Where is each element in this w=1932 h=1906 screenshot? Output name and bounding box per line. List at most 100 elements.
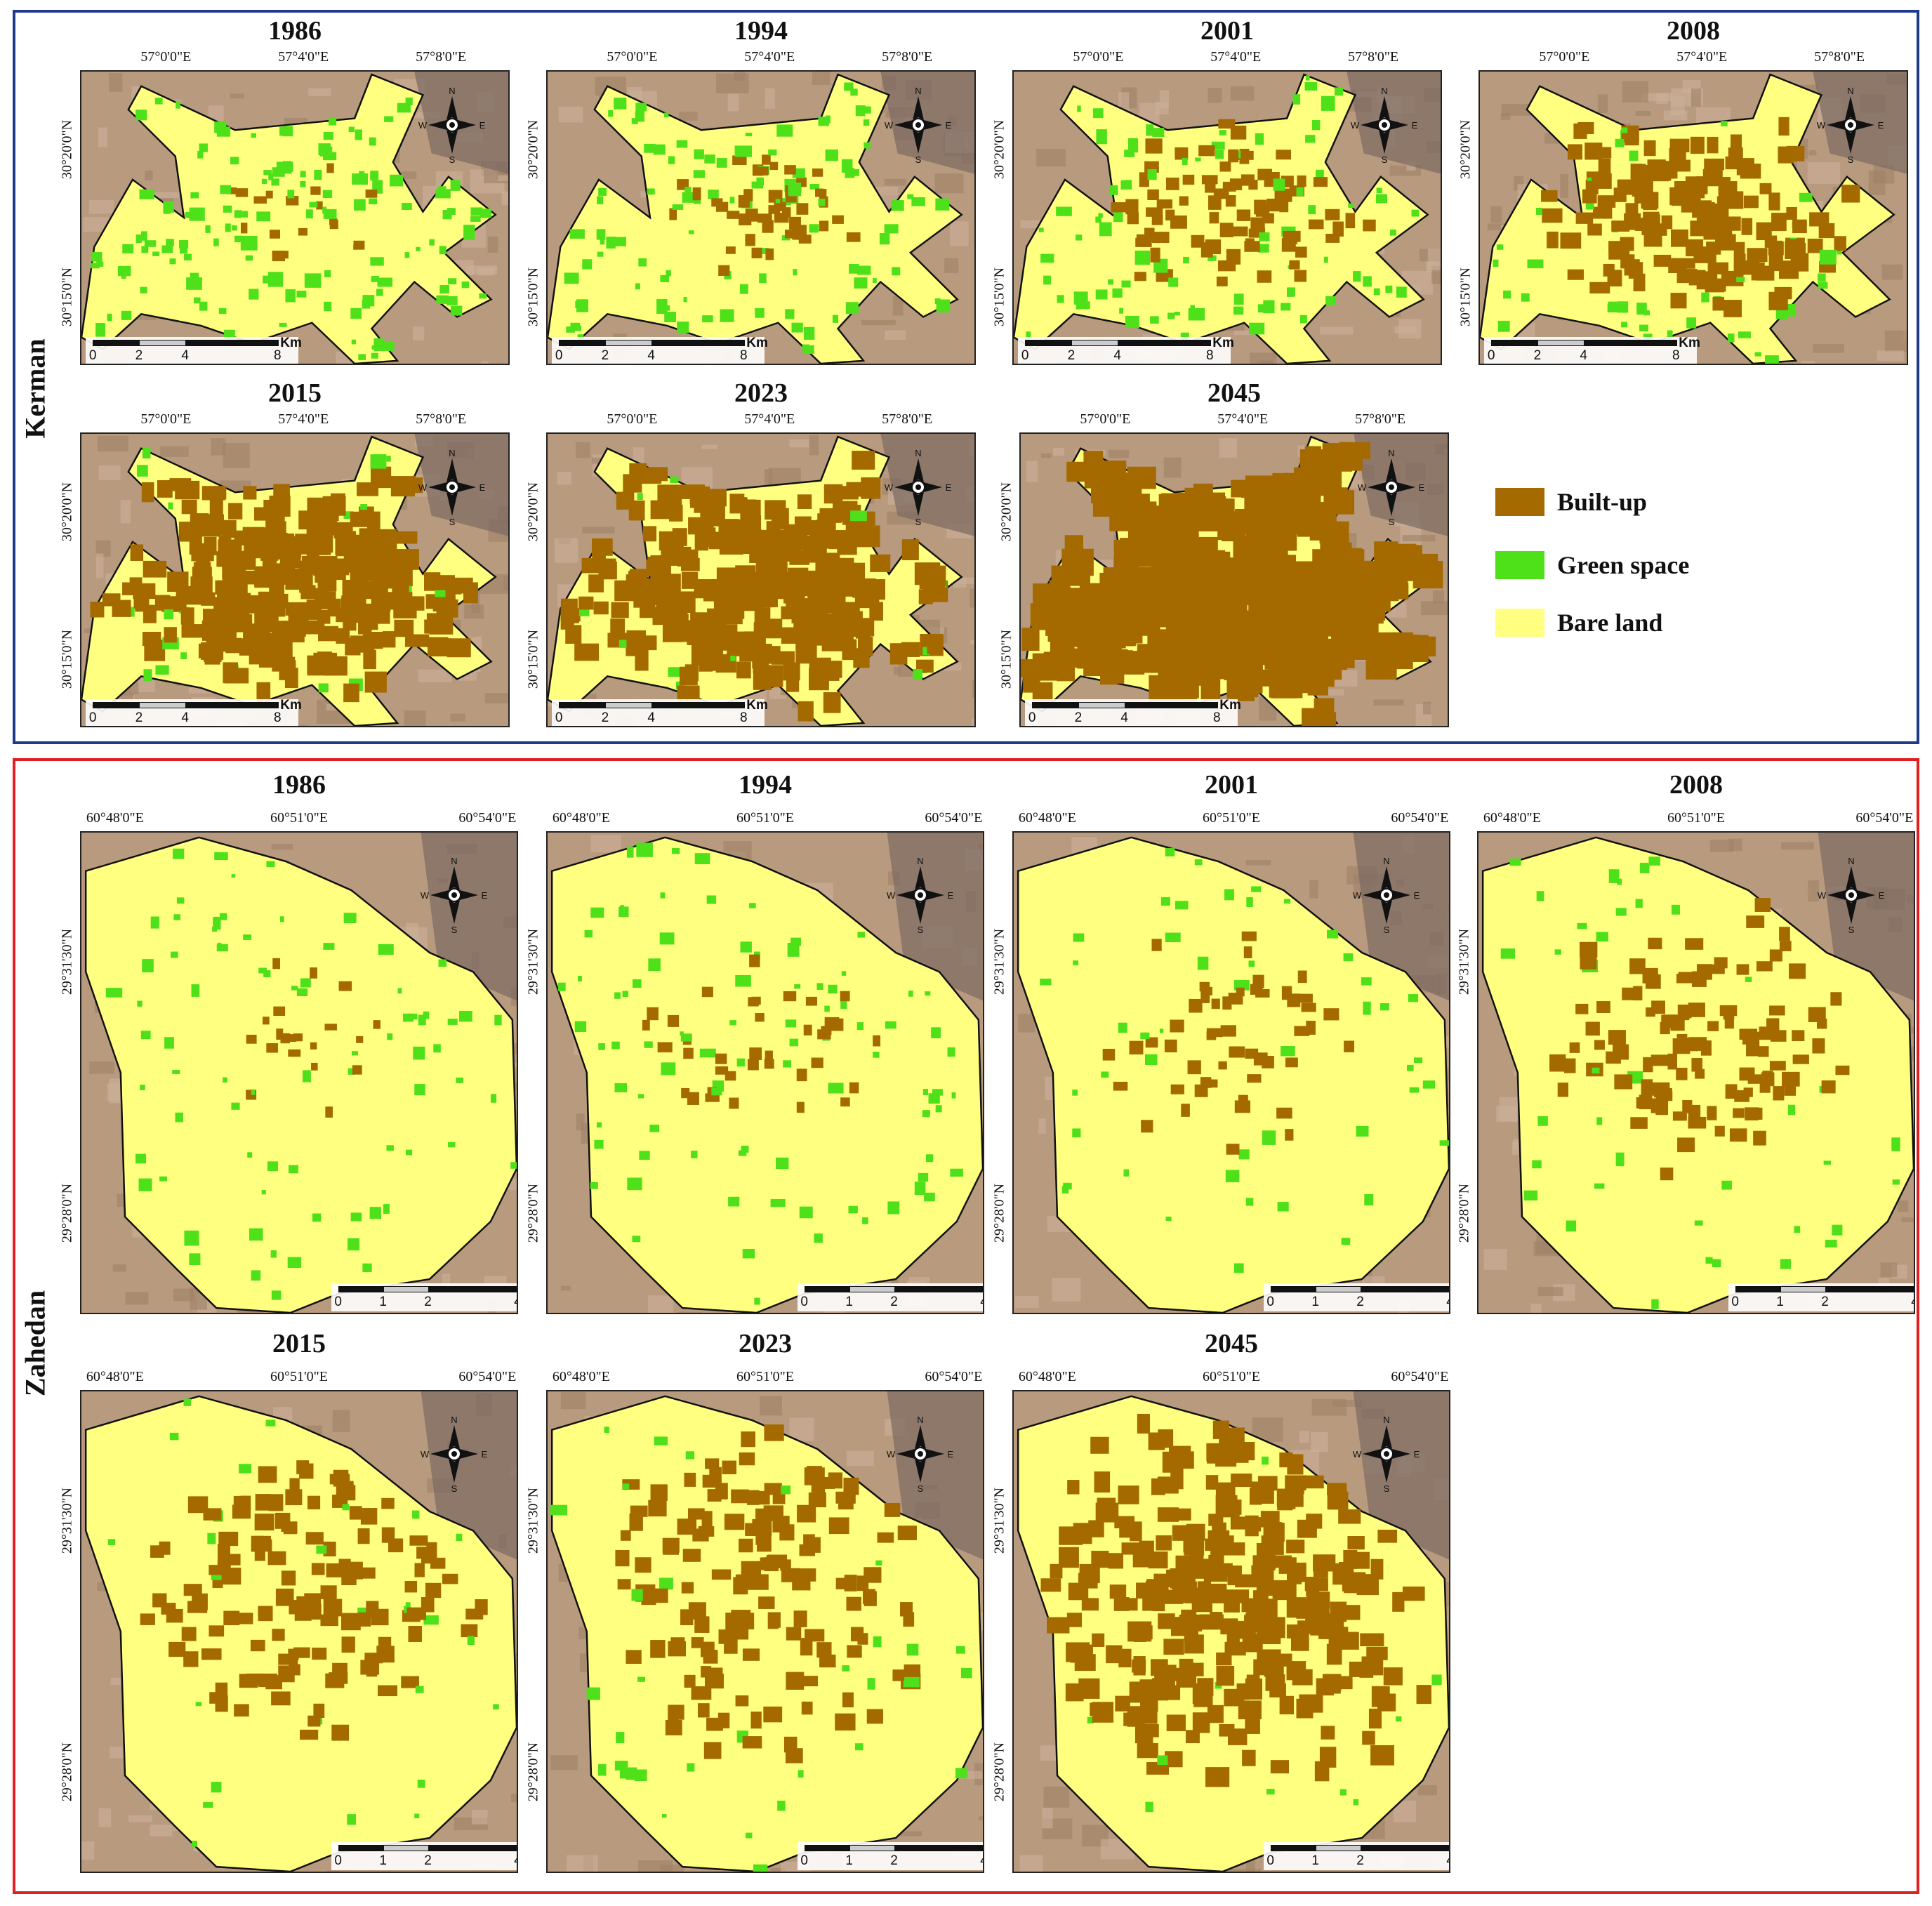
scale-tick-label: 1 [1311,1295,1319,1310]
terrain-texture [1417,1785,1437,1796]
map-canvas [1478,833,1914,1313]
green-space-patch [1281,1046,1295,1057]
builtup-patch [703,1742,722,1759]
builtup-patch [299,1463,314,1479]
compass-n: N [449,86,455,96]
terrain-texture [110,1746,128,1759]
green-space-patch [1380,1002,1389,1011]
terrain-texture [145,171,153,180]
builtup-patch [847,1645,862,1658]
latitude-label: 29°28'0"N [525,1183,541,1243]
green-space-patch [793,269,798,276]
compass-n: N [451,856,457,866]
terrain-texture [95,540,111,557]
builtup-patch [1731,134,1742,148]
builtup-patch [1724,1013,1734,1029]
zahedan-panel-1986: 1986 60°48'0"E 60°51'0"E 60°54'0"E 29°31'30"… [37,769,525,1335]
green-space-patch [1705,1257,1713,1264]
terrain-texture [554,538,578,563]
green-space-patch [788,183,802,197]
green-space-patch [404,252,410,258]
terrain-texture [1635,110,1651,116]
green-space-patch [759,273,767,284]
builtup-patch [786,670,800,692]
green-space-patch [825,149,838,161]
compass-n: N [451,1415,457,1425]
green-space-patch [117,265,131,277]
terrain-texture [1043,1787,1070,1808]
builtup-patch [1682,194,1697,208]
green-space-patch [955,1768,967,1779]
terrain-texture [97,435,128,452]
builtup-patch [1285,1129,1294,1141]
green-space-patch [598,1763,607,1776]
terrain-texture [846,1450,874,1467]
builtup-patch [271,1691,291,1706]
green-space-patch [662,1814,667,1818]
builtup-patch [1688,1104,1701,1118]
longitude-label: 60°51'0"E [270,810,328,826]
panel-year-title: 2001 [1205,770,1258,800]
green-space-patch [247,1152,253,1158]
builtup-patch [1119,657,1145,675]
builtup-patch [360,1660,380,1675]
terrain-texture [659,1865,684,1872]
terrain-texture [885,330,906,340]
longitude-label: 57°8'0"E [416,49,467,65]
legend-label-green-space: Green space [1557,551,1690,579]
builtup-patch [1669,258,1687,271]
terrain-texture [1537,1287,1563,1297]
builtup-patch [268,1494,284,1511]
builtup-patch [1792,1030,1805,1042]
latitude-label: 29°28'0"N [59,1742,75,1801]
green-space-patch [1145,1801,1153,1813]
terrain-texture [480,361,489,364]
terrain-texture [1881,264,1903,280]
builtup-patch [1345,213,1356,229]
green-space-patch [413,1046,425,1060]
green-space-patch [263,970,271,978]
builtup-patch [1276,150,1292,160]
builtup-patch [684,1674,696,1688]
green-space-patch [171,951,178,958]
green-space-patch [1160,896,1170,906]
terrain-texture [1880,1262,1898,1278]
green-space-patch [479,293,487,299]
builtup-patch [715,1066,729,1075]
builtup-patch [1261,1556,1276,1571]
green-space-patch [219,913,227,920]
builtup-patch [209,499,223,515]
builtup-patch [1747,248,1768,263]
compass-s: S [1384,1483,1390,1493]
green-space-patch [688,230,694,234]
builtup-patch [1129,1040,1144,1055]
builtup-patch [1244,241,1260,252]
scale-tick-label: 4 [647,710,655,726]
green-space-patch [258,967,267,974]
terrain-texture [972,680,974,699]
green-space-patch [161,245,173,253]
green-space-patch [135,110,147,121]
latitude-label: 29°28'0"N [59,1183,75,1243]
scale-tick-label: 0 [1266,1295,1274,1310]
green-space-patch [1056,206,1072,216]
builtup-patch [1653,254,1672,267]
builtup-patch [1362,1730,1375,1745]
green-space-patch [1157,1755,1168,1766]
builtup-patch [161,1603,176,1615]
kerman-panel-2015: 2015 57°0'0"E 57°4'0"E 57°8'0"E 30°20'0"N 30°… [41,378,517,748]
builtup-patch [1360,1633,1384,1646]
builtup-patch [1321,1726,1335,1740]
compass-w: W [887,1449,896,1460]
builtup-patch [1250,217,1265,231]
green-space-patch [922,1089,929,1096]
builtup-patch [801,1701,813,1715]
scale-segment [1071,340,1119,347]
builtup-patch [1714,1125,1725,1137]
builtup-patch [753,635,766,649]
green-space-patch [861,106,871,114]
builtup-patch [1779,941,1792,952]
builtup-patch [922,576,945,595]
green-space-patch [1818,282,1828,289]
green-space-patch [141,246,149,253]
